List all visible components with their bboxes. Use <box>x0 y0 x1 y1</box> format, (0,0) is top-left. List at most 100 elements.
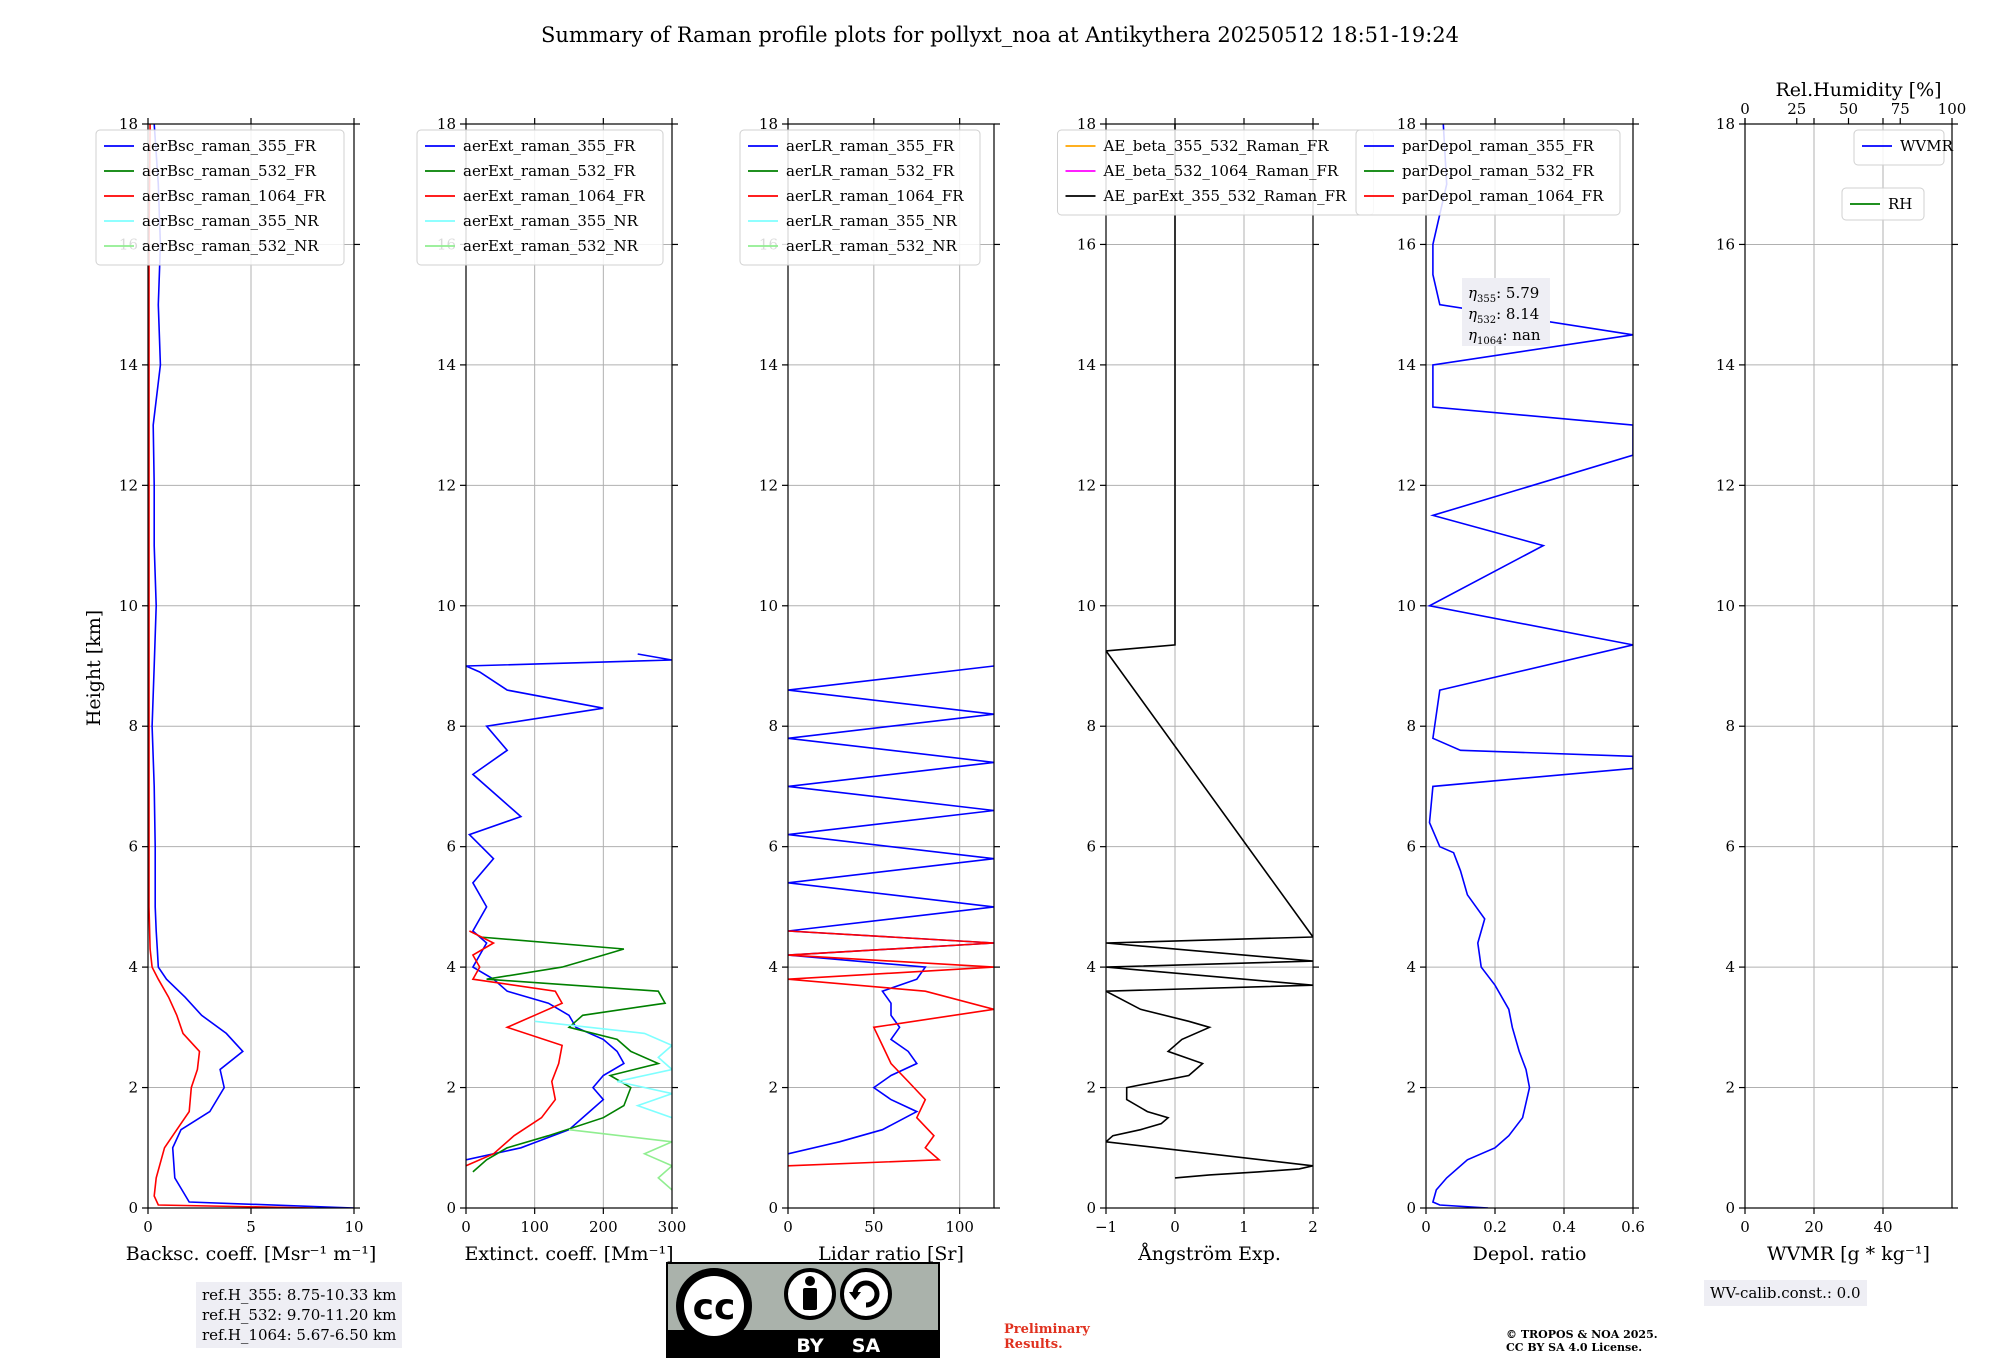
preliminary-results-note: Preliminary Results. <box>1004 1322 1090 1352</box>
legend-label: AE_beta_532_1064_Raman_FR <box>1103 162 1339 180</box>
series-line-aerBsc_raman_1064_FR <box>148 124 313 1208</box>
reference-heights-box: ref.H_355: 8.75-10.33 km ref.H_532: 9.70… <box>196 1282 403 1348</box>
preliminary-line-2: Results. <box>1004 1337 1063 1352</box>
legend-label: aerExt_raman_532_NR <box>463 237 639 255</box>
y-tick-label: 6 <box>446 838 456 856</box>
y-tick-label: 12 <box>1716 476 1735 494</box>
copyright-note: © TROPOS & NOA 2025. CC BY SA 4.0 Licens… <box>1506 1328 1658 1354</box>
legend-label: aerExt_raman_532_FR <box>463 162 636 180</box>
cc-text: cc <box>693 1287 736 1328</box>
y-tick-label: 18 <box>119 115 138 133</box>
reference-height-532: ref.H_532: 9.70-11.20 km <box>202 1306 397 1324</box>
x-tick-label: −1 <box>1095 1218 1117 1236</box>
x-tick-label: 2 <box>1308 1218 1318 1236</box>
legend-label: aerLR_raman_355_NR <box>786 212 957 230</box>
legend-box <box>1853 129 1945 166</box>
top-tick-label: 25 <box>1787 100 1806 118</box>
eta-line-532: η532: 8.14 <box>1468 305 1539 326</box>
series-line-aerExt_raman_355_NR <box>534 1020 672 1119</box>
y-tick-label: 6 <box>768 838 778 856</box>
y-tick-label: 14 <box>1397 356 1416 374</box>
y-tick-label: 16 <box>1077 235 1096 253</box>
y-tick-label: 16 <box>1716 235 1735 253</box>
plot-area <box>788 124 994 1208</box>
legend-box <box>95 129 345 266</box>
legend-label: WVMR <box>1900 137 1954 155</box>
plot-area <box>1745 124 1952 1208</box>
x-tick-label: 0.4 <box>1552 1218 1576 1236</box>
y-tick-label: 14 <box>1077 356 1096 374</box>
x-tick-label: 0.6 <box>1621 1218 1645 1236</box>
series-line-aerLR_raman_355_FR <box>788 665 994 1155</box>
legend-box <box>416 129 664 266</box>
y-tick-label: 10 <box>1077 597 1096 615</box>
y-tick-label: 10 <box>119 597 138 615</box>
y-tick-label: 6 <box>1406 838 1416 856</box>
copyright-line-1: © TROPOS & NOA 2025. <box>1506 1328 1658 1341</box>
preliminary-line-1: Preliminary <box>1004 1322 1090 1337</box>
y-tick-label: 12 <box>119 476 138 494</box>
copyright-line-2: CC BY SA 4.0 License. <box>1506 1341 1643 1354</box>
y-tick-label: 12 <box>1397 476 1416 494</box>
legend: aerBsc_raman_355_FR aerBsc_raman_532_FRae… <box>95 129 345 266</box>
y-tick-label: 16 <box>1397 235 1416 253</box>
y-tick-label: 8 <box>1086 717 1096 735</box>
x-axis-label: Extinct. coeff. [Mm⁻¹] <box>464 1243 673 1265</box>
chart-panels: 0246810121416180510Backsc. coeff. [Msr⁻¹… <box>95 79 1966 1265</box>
y-tick-label: 4 <box>1406 958 1416 976</box>
y-tick-label: 2 <box>1406 1079 1416 1097</box>
x-tick-label: 0 <box>1170 1218 1180 1236</box>
x-tick-label: 50 <box>864 1218 883 1236</box>
legend-label: aerBsc_raman_355_FR <box>142 137 317 155</box>
y-tick-label: 2 <box>768 1079 778 1097</box>
legend-label: aerExt_raman_355_NR <box>463 212 639 230</box>
y-tick-label: 6 <box>1086 838 1096 856</box>
x-tick-label: 0 <box>783 1218 793 1236</box>
y-tick-label: 0 <box>1086 1199 1096 1217</box>
x-axis-label: Depol. ratio <box>1473 1243 1587 1265</box>
share-alike-icon <box>840 1268 892 1320</box>
legend-label: aerBsc_raman_1064_FR <box>142 187 326 205</box>
y-tick-label: 8 <box>446 717 456 735</box>
series-line-parDepol_raman_355_FR <box>1427 124 1633 1208</box>
y-tick-label: 10 <box>1397 597 1416 615</box>
y-tick-label: 12 <box>437 476 456 494</box>
legend-box-rh <box>1841 187 1925 221</box>
y-tick-label: 14 <box>119 356 138 374</box>
y-tick-label: 18 <box>437 115 456 133</box>
y-tick-label: 0 <box>128 1199 138 1217</box>
x-axis-label: WVMR [g * kg⁻¹] <box>1767 1243 1930 1265</box>
y-tick-label: 10 <box>1716 597 1735 615</box>
top-axis-label: Rel.Humidity [%] <box>1775 79 1941 101</box>
y-axis-label: Height [km] <box>83 610 105 726</box>
x-axis-label: Ångström Exp. <box>1137 1243 1281 1265</box>
series-line-aerExt_raman_532_NR <box>568 1128 672 1191</box>
y-tick-label: 8 <box>1725 717 1735 735</box>
y-tick-label: 4 <box>446 958 456 976</box>
x-tick-label: 40 <box>1873 1218 1892 1236</box>
x-tick-label: 0 <box>461 1218 471 1236</box>
legend: AE_beta_355_532_Raman_FR AE_beta_532_1064… <box>1057 129 1374 216</box>
panel-6: 0 2 4 6 8 10 12 14 16 18 0 20 40 WVMR [g * kg⁻¹] 0 25 50… <box>1716 79 1966 1265</box>
y-tick-label: 0 <box>446 1199 456 1217</box>
x-tick-label: 100 <box>520 1218 549 1236</box>
panel-1: 0246810121416180510Backsc. coeff. [Msr⁻¹… <box>95 115 376 1265</box>
legend: aerExt_raman_355_FR aerExt_raman_532_FRae… <box>416 129 664 266</box>
x-tick-label: 0.2 <box>1483 1218 1507 1236</box>
plot-frame <box>465 123 673 1209</box>
legend-label: aerExt_raman_355_FR <box>463 137 636 155</box>
y-tick-label: 0 <box>1725 1199 1735 1217</box>
eta-line-355: η355: 5.79 <box>1468 284 1539 305</box>
reference-height-355: ref.H_355: 8.75-10.33 km <box>202 1286 397 1304</box>
cc-by-sa-license-badge: cc BY SA <box>666 1262 940 1358</box>
series-line-AE_parExt_355_532_Raman_FR <box>1106 124 1313 1179</box>
y-tick-label: 14 <box>1716 356 1735 374</box>
y-tick-label: 12 <box>759 476 778 494</box>
legend-label: AE_beta_355_532_Raman_FR <box>1103 137 1330 155</box>
legend-label: aerExt_raman_1064_FR <box>463 187 645 205</box>
plot-area <box>466 124 672 1208</box>
x-tick-label: 0 <box>1421 1218 1431 1236</box>
legend: WVMR RH <box>1841 129 1954 221</box>
panel-2: 0246810121416180100200300Extinct. coeff.… <box>416 115 686 1265</box>
